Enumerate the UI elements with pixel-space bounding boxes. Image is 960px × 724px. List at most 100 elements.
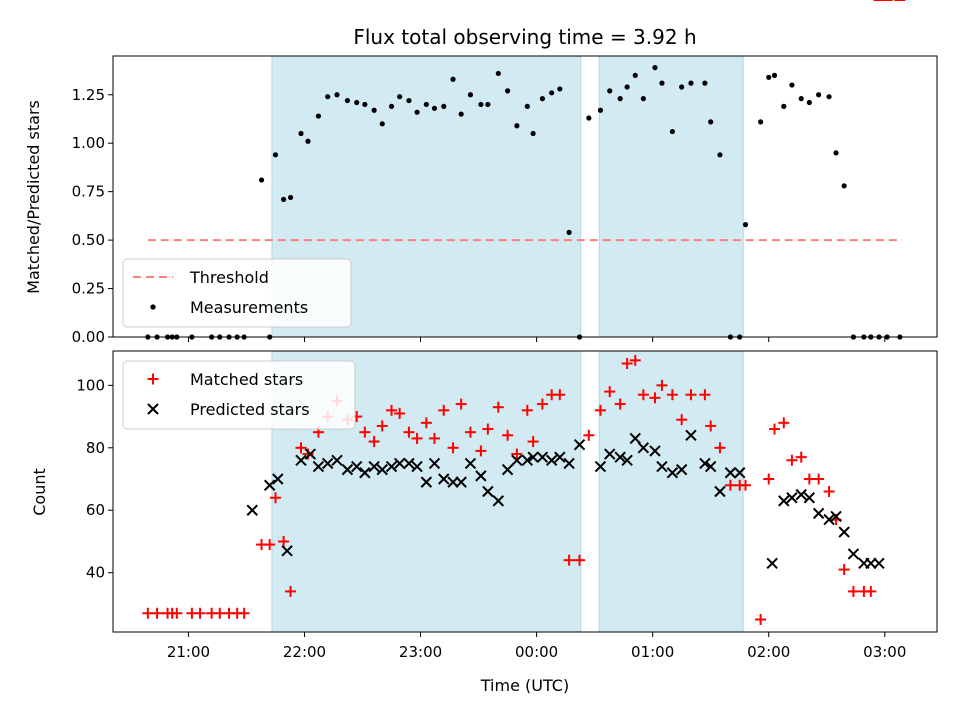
measurement-point [272,152,279,158]
predicted-star-point [438,473,450,485]
predicted-star-point [704,460,717,473]
y-tick-label: 0.50 [72,231,105,249]
predicted-star-point [411,460,423,473]
matched-star-point [142,607,154,619]
top-y-axis-label: Matched/Predicted stars [24,100,43,294]
measurement-point [806,99,812,106]
y-tick-label: 100 [76,376,105,394]
bottom-legend-box [122,360,356,430]
measurement-point [281,196,287,203]
predicted-star-point [699,457,711,470]
predicted-star-point [246,504,258,516]
measurement-point [371,107,377,113]
predicted-star-point [649,445,661,457]
matched-star-point [264,539,276,551]
observing-window [598,55,744,338]
matched-star-point [637,389,649,401]
matched-star-point [482,423,494,435]
predicted-star-point [656,460,668,473]
x-axis-label: Time (UTC) [480,676,569,695]
measurement-point [833,150,839,156]
predicted-star-point [778,495,790,507]
matched-star-point [428,432,440,444]
predicted-star-point [685,429,697,442]
top-legend-box [122,258,352,328]
top-panel: 0.00 0.25 0.50 0.75 1.00 1.25 Matched/Predict… [24,55,938,346]
measurement-point [781,103,787,109]
matched-star-point [376,420,388,432]
measurement-point [669,128,675,135]
matched-star-point [838,564,850,576]
matched-star-point [803,473,815,485]
matched-star-point [394,407,406,419]
matched-star-point [536,398,548,410]
matched-star-point [795,451,807,463]
matched-star-point [447,442,459,454]
legend-predicted-swatch [147,403,159,415]
predicted-star-point [865,557,877,570]
matched-star-point [521,404,533,416]
matched-star-point [769,423,781,435]
matched-star-point [464,426,476,438]
measurement-point [344,97,351,104]
measurement-point [478,101,484,108]
matched-star-point [359,426,371,438]
predicted-star-point [351,460,363,473]
measurement-point [826,94,832,100]
predicted-star-point [521,454,534,466]
predicted-star-point [376,463,388,476]
chart-title: Flux total observing time = 3.92 h [353,25,696,49]
x-tick-label: 03:00 [863,643,906,661]
legend-predicted-label: Predicted stars [190,400,310,419]
matched-star-point [574,554,586,566]
matched-star-point [629,354,641,366]
predicted-star-point [536,451,549,463]
matched-star-point [699,389,711,401]
measurement-point [557,86,563,92]
matched-star-point [594,404,606,416]
measurement-point [659,80,665,86]
predicted-star-point [621,454,633,466]
matched-star-point [403,426,415,438]
matched-marker [147,373,159,385]
predicted-star-point [403,457,415,470]
predicted-star-point [554,451,566,463]
predicted-star-point [823,513,835,526]
measurement-point [485,101,491,108]
predicted-star-point [766,557,778,570]
matched-star-point [705,420,717,432]
measurement-point [708,119,714,125]
predicted-star-point [464,457,477,470]
matched-star-point [763,473,775,485]
predicted-star-point [724,467,737,479]
y-tick-label: 1.00 [72,134,105,152]
measurement-point [379,121,385,127]
measurement-point [495,70,501,77]
x-tick-label: 01:00 [631,643,674,661]
measurement-point [467,92,474,98]
matched-star-point [740,479,752,491]
predicted-star-point [482,485,494,498]
predicted-star-point [614,451,626,463]
matched-star-point [563,554,575,566]
predicted-star-point [331,454,343,466]
matched-star-point [778,417,790,429]
legend-matched-label: Matched stars [190,370,303,389]
measurement-point [679,84,685,90]
matched-star-point [685,389,697,401]
predicted-star-point [629,432,641,445]
predicted-star-point [511,454,523,466]
predicted-star-point [263,479,276,491]
measurement-point [539,96,546,102]
predicted-star-point [545,454,558,466]
matched-star-point [604,386,616,398]
predicted-star-point [359,467,371,479]
matched-star-point [438,404,450,416]
matched-star-point [502,429,514,441]
predicted-marker [147,403,159,415]
matched-star-point [714,442,726,454]
predicted-star-point [812,507,825,520]
predicted-star-point [675,463,688,476]
measurement-point [450,76,456,82]
